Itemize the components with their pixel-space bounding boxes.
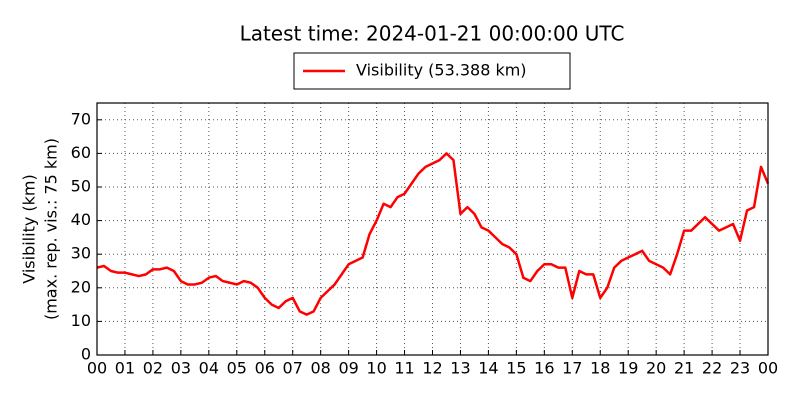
y-tick-label: 70 xyxy=(71,109,91,128)
y-tick-label: 50 xyxy=(71,177,91,196)
data-line xyxy=(96,152,770,316)
x-tick-label: 20 xyxy=(646,359,666,378)
x-tick-label: 00 xyxy=(87,359,107,378)
x-tick-label: 17 xyxy=(562,359,582,378)
y-tick-label: 60 xyxy=(71,143,91,162)
x-tick-label: 07 xyxy=(283,359,303,378)
x-tick-label: 04 xyxy=(199,359,219,378)
x-tick-label: 11 xyxy=(394,359,414,378)
x-tick-label: 18 xyxy=(590,359,610,378)
x-tick-label: 10 xyxy=(366,359,386,378)
y-tick-label: 30 xyxy=(71,244,91,263)
x-tick-label: 15 xyxy=(506,359,526,378)
x-tick-label: 03 xyxy=(171,359,191,378)
x-tick-label: 02 xyxy=(143,359,163,378)
x-tick-label: 08 xyxy=(310,359,330,378)
y-tick-label: 10 xyxy=(71,311,91,330)
x-tick-label: 16 xyxy=(534,359,554,378)
x-tick-label: 09 xyxy=(338,359,358,378)
x-tick-label: 21 xyxy=(674,359,694,378)
legend-label: Visibility (53.388 km) xyxy=(356,61,527,80)
x-tick-label: 01 xyxy=(115,359,135,378)
x-tick-label: 23 xyxy=(730,359,750,378)
plot-frame xyxy=(96,102,769,356)
x-tick-label: 13 xyxy=(450,359,470,378)
x-tick-label: 22 xyxy=(702,359,722,378)
x-tick-label: 05 xyxy=(227,359,247,378)
x-tick-label: 12 xyxy=(422,359,442,378)
x-tick-label: 14 xyxy=(478,359,498,378)
y-axis-label: Visibility (km) xyxy=(20,174,39,283)
chart-title: Latest time: 2024-01-21 00:00:00 UTC xyxy=(240,22,625,46)
y-tick-label: 40 xyxy=(71,210,91,229)
y-axis-label: (max. rep. vis.: 75 km) xyxy=(42,138,61,320)
x-tick-label: 00 xyxy=(758,359,778,378)
x-tick-label: 06 xyxy=(255,359,275,378)
y-tick-label: 0 xyxy=(81,345,91,364)
x-tick-label: 19 xyxy=(618,359,638,378)
y-tick-label: 20 xyxy=(71,277,91,296)
